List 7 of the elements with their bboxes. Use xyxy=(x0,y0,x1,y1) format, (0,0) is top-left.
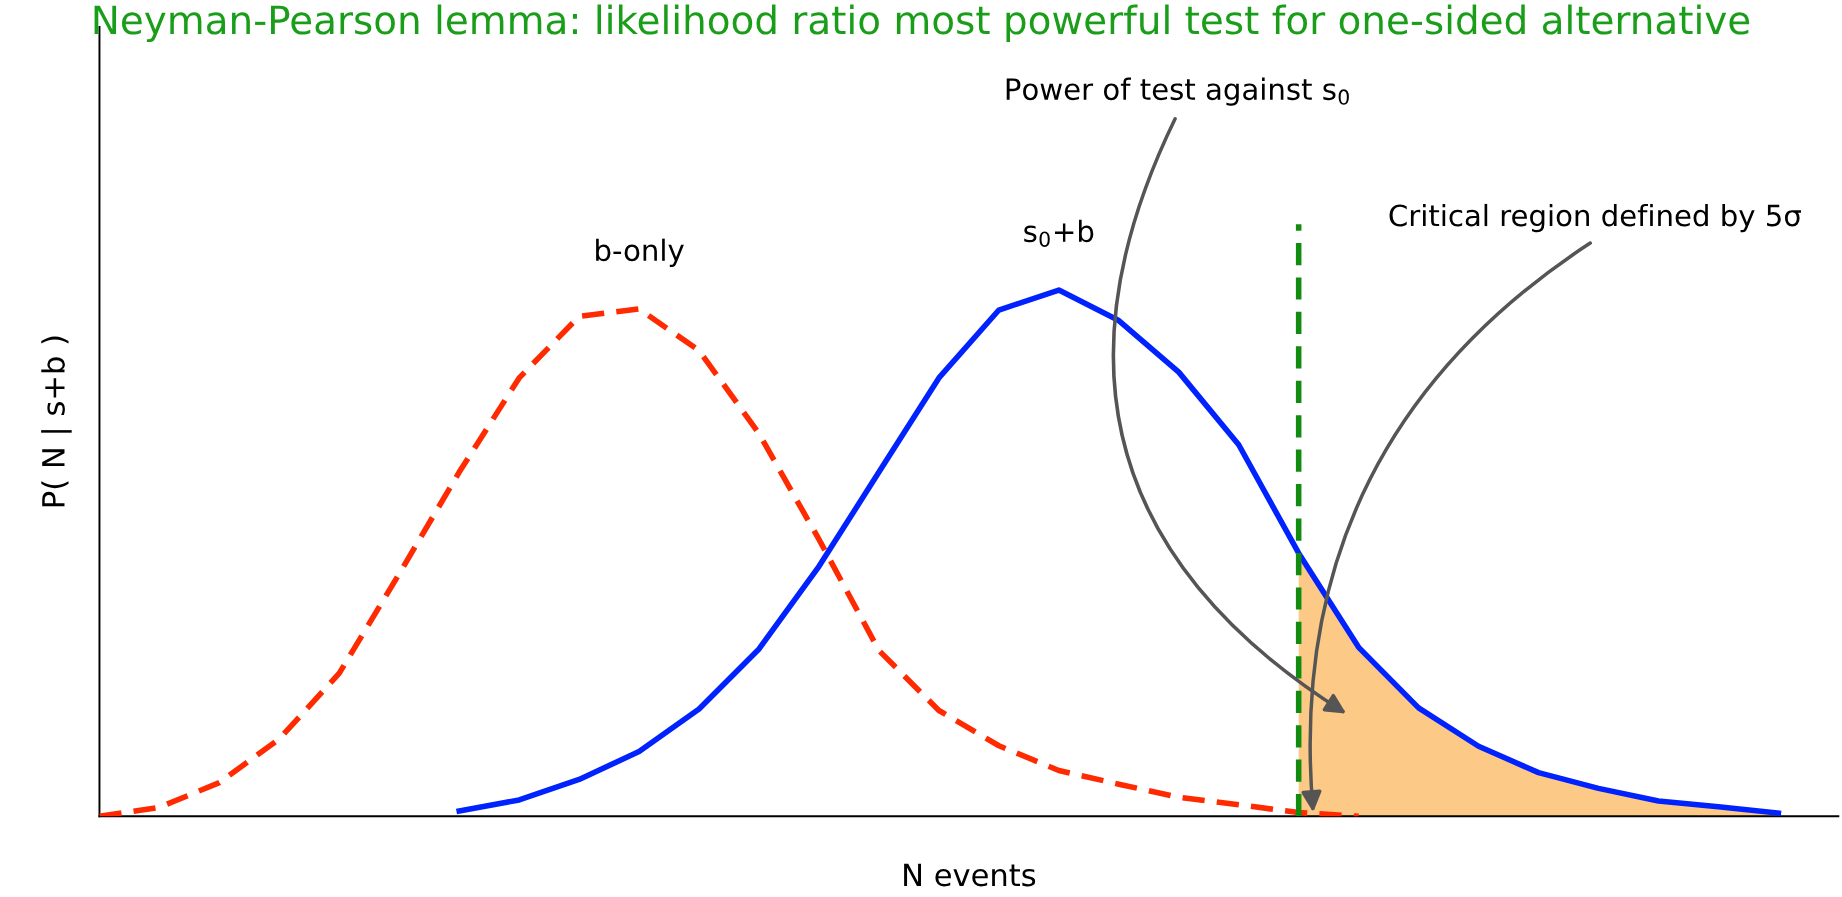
x-axis-title: N events xyxy=(904,863,1036,887)
chart-title: Neyman-Pearson lemma: likelihood ratio most powerful test for one-sided alternative xyxy=(94,4,1750,43)
series-label: b-only xyxy=(596,238,684,267)
y-axis-title: P( N | s+b ) xyxy=(41,336,72,507)
series-label: s$_{0}$+b xyxy=(1024,219,1094,247)
text: Power of test against s$_{0}$ xyxy=(1006,77,1349,106)
text: Critical region defined by 5σ xyxy=(1389,203,1801,233)
